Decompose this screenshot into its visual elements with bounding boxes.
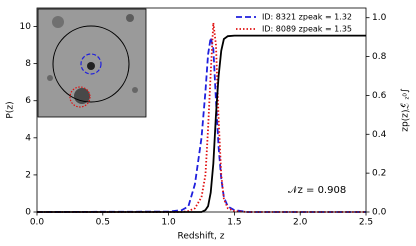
x-tick-label: 1.5	[227, 218, 241, 228]
x-tick-label: 0.5	[96, 218, 110, 228]
y2-tick-label: 0.0	[372, 208, 387, 218]
legend-label: ID: 8089 zpeak = 1.35	[262, 25, 352, 34]
x-tick-label: 0.0	[30, 218, 45, 228]
x-tick-label: 1.0	[161, 218, 176, 228]
aperture	[52, 25, 130, 103]
annotation: 𝒩z = 0.908	[288, 185, 346, 196]
x-tick-label: 2.0	[293, 218, 308, 228]
source	[87, 62, 95, 70]
y-tick-label: 4	[25, 133, 31, 143]
source	[132, 87, 138, 93]
source	[52, 16, 64, 28]
y2-axis-label: ∫₀ᶻ 𝒵(z)dz	[400, 88, 410, 132]
x-tick-label: 2.5	[359, 218, 373, 228]
y-tick-label: 0	[25, 208, 31, 218]
y2-tick-label: 0.8	[372, 52, 387, 62]
y-tick-label: 10	[20, 22, 32, 32]
y2-tick-label: 0.6	[372, 91, 387, 101]
source	[126, 14, 134, 22]
y-tick-label: 2	[25, 170, 31, 180]
target-marker	[80, 53, 102, 75]
y2-tick-label: 0.4	[372, 130, 387, 140]
neighbor-marker	[69, 86, 91, 108]
y-tick-label: 8	[25, 59, 31, 69]
y2-tick-label: 1.0	[372, 13, 387, 23]
source	[47, 75, 53, 81]
y2-tick-label: 0.2	[372, 169, 386, 179]
legend-label: ID: 8321 zpeak = 1.32	[262, 13, 352, 22]
plot-frame	[36, 7, 367, 213]
inset-frame	[37, 8, 147, 118]
y-axis-label: P(z)	[6, 101, 16, 118]
y-tick-label: 6	[25, 96, 31, 106]
x-axis-label: Redshift, z	[178, 232, 225, 242]
inset-image	[37, 8, 147, 118]
